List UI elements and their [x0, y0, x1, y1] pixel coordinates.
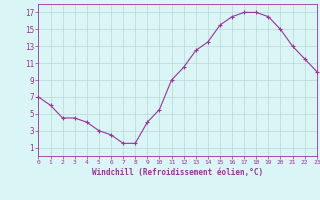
X-axis label: Windchill (Refroidissement éolien,°C): Windchill (Refroidissement éolien,°C)	[92, 168, 263, 177]
